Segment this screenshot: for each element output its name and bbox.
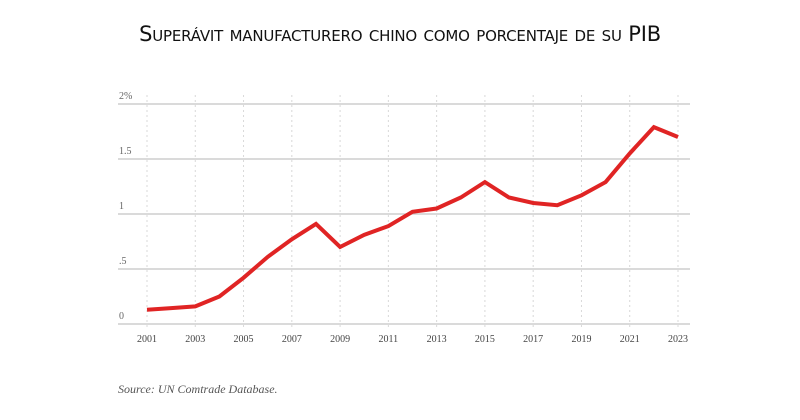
y-tick-label: .5 [119, 256, 127, 267]
x-tick-label: 2011 [379, 334, 399, 345]
x-tick-label: 2023 [668, 334, 688, 345]
y-tick-label: 1.5 [119, 146, 132, 157]
x-tick-label: 2013 [427, 334, 447, 345]
x-tick-label: 2007 [282, 334, 302, 345]
x-tick-label: 2015 [475, 334, 495, 345]
x-tick-label: 2017 [523, 334, 543, 345]
x-tick-label: 2019 [571, 334, 591, 345]
x-tick-label: 2021 [620, 334, 640, 345]
x-tick-label: 2009 [330, 334, 350, 345]
chart-title: Superávit manufacturero chino como porce… [139, 22, 661, 46]
x-tick-label: 2005 [234, 334, 254, 345]
horizontal-gridlines [118, 103, 690, 325]
y-tick-label: 1 [119, 201, 124, 212]
vertical-gridlines [146, 95, 679, 330]
x-tick-label: 2001 [137, 334, 157, 345]
y-tick-label: 0 [119, 311, 124, 322]
series-group [146, 124, 679, 312]
x-axis-labels: 2001 2003 2005 2007 2009 2011 2013 2015 2017 2019… [137, 334, 688, 345]
y-axis-labels: 0 .5 1 1.5 2% [119, 91, 132, 322]
y-tick-label: 2% [119, 91, 132, 102]
source-note: Source: UN Comtrade Database. [118, 382, 278, 396]
x-tick-label: 2003 [185, 334, 205, 345]
series-line [146, 124, 679, 312]
